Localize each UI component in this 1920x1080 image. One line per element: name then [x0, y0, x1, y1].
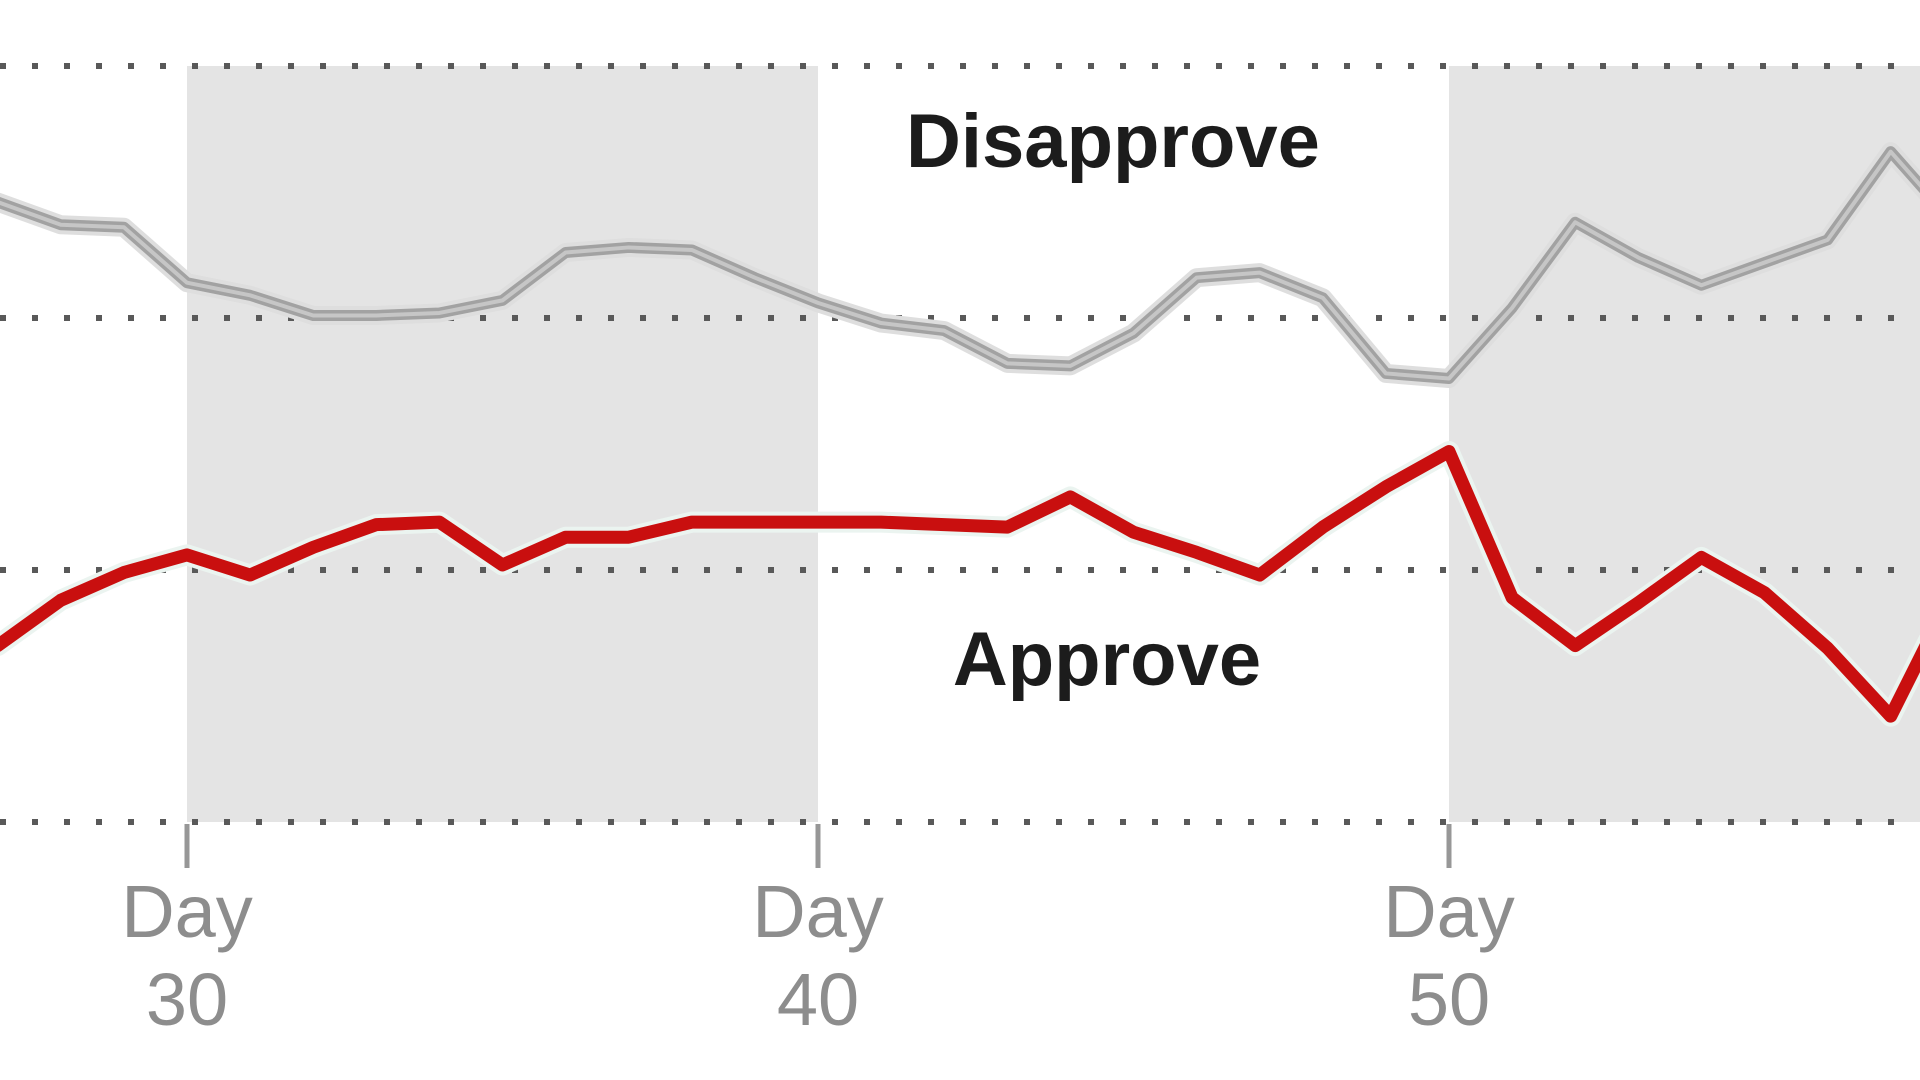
disapprove-line-core: [0, 149, 1920, 381]
x-tick-label-number: 50: [1407, 958, 1491, 1041]
x-tick-label-prefix: Day: [1383, 870, 1515, 953]
gridlines-group: [0, 63, 1920, 825]
x-tick-label-number: 40: [776, 958, 860, 1041]
x-tick-label: Day 50: [1299, 868, 1599, 1044]
shaded-band: [187, 66, 818, 822]
x-tick-label-number: 30: [145, 958, 229, 1041]
approve-line-label: Approve: [952, 617, 1262, 702]
shaded-band: [1449, 66, 1920, 822]
x-tick-label: Day 40: [668, 868, 968, 1044]
x-tick-label: Day 30: [37, 868, 337, 1044]
series-lines-group: [0, 142, 1920, 727]
x-tick-label-prefix: Day: [121, 870, 253, 953]
shaded-bands-group: [187, 66, 1920, 822]
x-tick-label-prefix: Day: [752, 870, 884, 953]
disapprove-line-label: Disapprove: [906, 99, 1320, 184]
axis-ticks-group: [184, 824, 1452, 868]
approve-line: [0, 445, 1920, 723]
